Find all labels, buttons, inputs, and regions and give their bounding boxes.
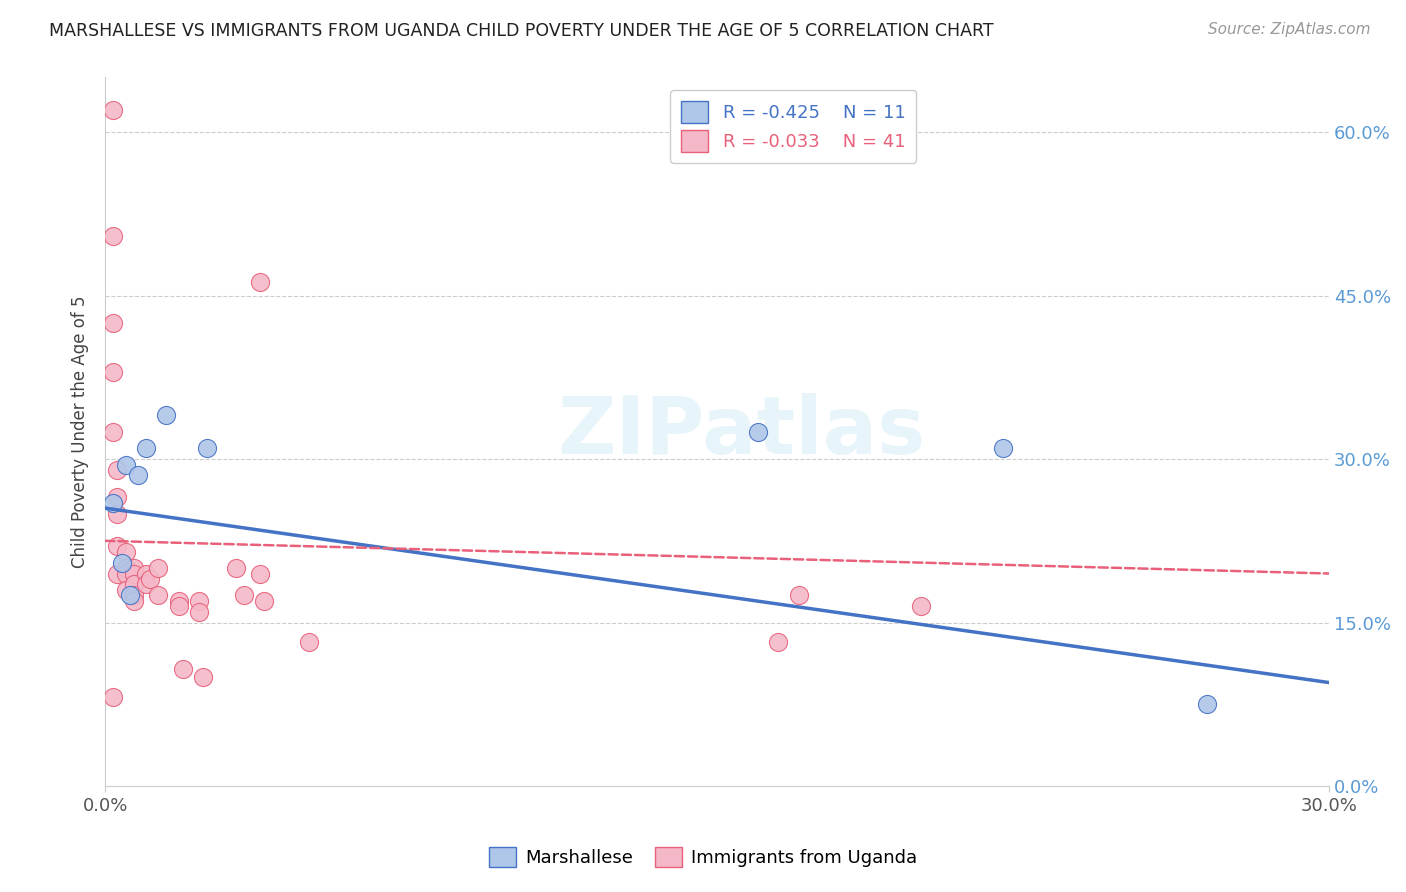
Point	[110, 556, 132, 570]
Point	[148, 588, 170, 602]
Text: Source: ZipAtlas.com: Source: ZipAtlas.com	[1208, 22, 1371, 37]
Point	[114, 582, 136, 597]
Point	[135, 577, 157, 591]
Point	[188, 594, 211, 608]
Point	[225, 561, 247, 575]
Point	[107, 490, 129, 504]
Point	[122, 594, 145, 608]
Point	[768, 635, 790, 649]
Point	[103, 103, 125, 117]
Point	[103, 365, 125, 379]
Point	[114, 566, 136, 581]
Point	[107, 507, 129, 521]
Point	[249, 276, 271, 290]
Y-axis label: Child Poverty Under the Age of 5: Child Poverty Under the Age of 5	[72, 295, 89, 568]
Point	[172, 663, 194, 677]
Point	[107, 463, 129, 477]
Point	[122, 561, 145, 575]
Point	[107, 566, 129, 581]
Point	[114, 561, 136, 575]
Point	[253, 594, 276, 608]
Point	[114, 458, 136, 472]
Point	[148, 561, 170, 575]
Point	[114, 545, 136, 559]
Legend: R = -0.425    N = 11, R = -0.033    N = 41: R = -0.425 N = 11, R = -0.033 N = 41	[671, 90, 917, 163]
Point	[249, 566, 271, 581]
Point	[107, 539, 129, 553]
Point	[135, 441, 157, 455]
Point	[127, 468, 149, 483]
Legend: Marshallese, Immigrants from Uganda: Marshallese, Immigrants from Uganda	[482, 839, 924, 874]
Point	[103, 425, 125, 439]
Point	[139, 572, 162, 586]
Point	[103, 690, 125, 704]
Text: MARSHALLESE VS IMMIGRANTS FROM UGANDA CHILD POVERTY UNDER THE AGE OF 5 CORRELATI: MARSHALLESE VS IMMIGRANTS FROM UGANDA CH…	[49, 22, 994, 40]
Point	[167, 599, 190, 614]
Point	[122, 577, 145, 591]
Point	[298, 635, 321, 649]
Point	[114, 561, 136, 575]
Point	[910, 599, 932, 614]
Point	[167, 594, 190, 608]
Point	[122, 588, 145, 602]
Point	[232, 588, 254, 602]
Point	[191, 670, 214, 684]
Point	[188, 605, 211, 619]
Point	[103, 316, 125, 330]
Point	[195, 441, 218, 455]
Point	[103, 228, 125, 243]
Point	[1195, 698, 1218, 712]
Text: ZIPatlas: ZIPatlas	[557, 392, 925, 471]
Point	[122, 566, 145, 581]
Point	[991, 441, 1014, 455]
Point	[787, 588, 810, 602]
Point	[155, 409, 177, 423]
Point	[103, 496, 125, 510]
Point	[118, 588, 141, 602]
Point	[747, 425, 769, 439]
Point	[135, 566, 157, 581]
